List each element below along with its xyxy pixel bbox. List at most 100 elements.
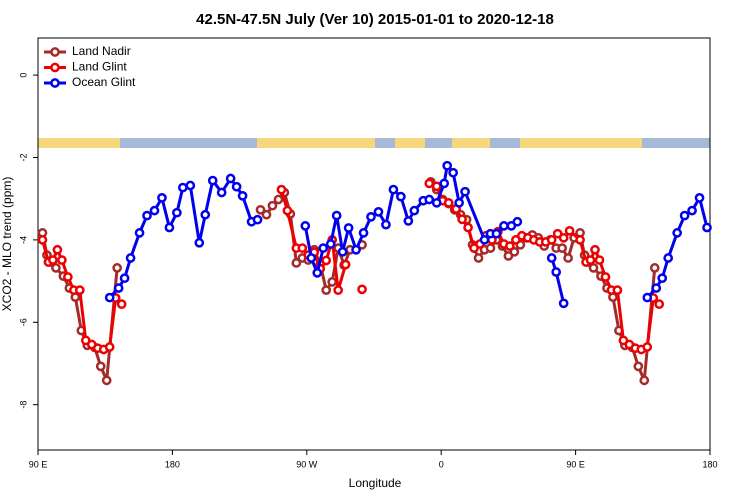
data-point xyxy=(558,232,569,243)
x-tick-label: 90 E xyxy=(566,459,585,469)
data-point xyxy=(443,197,454,208)
data-point xyxy=(594,255,605,265)
data-point xyxy=(282,205,293,216)
data-point xyxy=(333,285,344,295)
y-tick-label: -6 xyxy=(18,318,28,326)
strip-land xyxy=(520,138,642,148)
data-point xyxy=(101,375,112,386)
data-point xyxy=(575,235,585,245)
surface-strip xyxy=(38,138,710,148)
data-point xyxy=(291,258,302,268)
data-point xyxy=(672,228,682,238)
data-point xyxy=(563,253,573,263)
data-point xyxy=(207,175,218,186)
data-point xyxy=(512,216,523,227)
data-point xyxy=(642,342,653,352)
y-tick-label: -8 xyxy=(18,401,28,409)
x-tick-label: 0 xyxy=(439,459,444,469)
data-point xyxy=(267,200,278,211)
data-point xyxy=(225,173,236,184)
data-point xyxy=(557,243,568,253)
data-point xyxy=(505,241,515,251)
data-point xyxy=(231,181,242,192)
data-point xyxy=(424,178,435,189)
data-point xyxy=(327,277,338,287)
data-point xyxy=(52,244,63,255)
data-point xyxy=(149,205,160,216)
series-line xyxy=(41,180,657,382)
data-point xyxy=(463,222,473,233)
data-point xyxy=(157,193,167,203)
data-point xyxy=(312,267,323,278)
y-axis-label: XCO2 - MLO trend (ppm) xyxy=(0,177,14,312)
data-point xyxy=(331,210,342,221)
data-point xyxy=(546,253,557,263)
data-point xyxy=(409,205,420,216)
data-point xyxy=(237,190,248,201)
strip-land xyxy=(452,138,490,148)
data-point xyxy=(612,285,623,295)
data-point xyxy=(37,235,48,245)
data-point xyxy=(358,228,369,238)
data-point xyxy=(200,209,211,220)
data-point xyxy=(396,191,406,202)
data-point xyxy=(343,223,354,233)
data-point xyxy=(116,299,127,310)
data-point xyxy=(104,342,115,352)
data-point xyxy=(164,222,175,233)
x-axis-label: Longitude xyxy=(349,476,402,490)
data-point xyxy=(439,178,450,189)
data-point xyxy=(273,194,284,205)
data-point xyxy=(95,361,106,372)
legend-marker xyxy=(50,62,60,73)
data-point xyxy=(588,263,599,273)
data-point xyxy=(590,244,600,255)
data-point xyxy=(142,210,152,221)
y-tick-label: -2 xyxy=(18,153,28,161)
data-point xyxy=(663,253,674,263)
data-point xyxy=(558,298,569,309)
strip-land xyxy=(395,138,425,148)
plot-frame xyxy=(37,37,711,451)
data-point xyxy=(479,235,490,245)
data-point xyxy=(491,228,502,239)
data-point xyxy=(373,207,384,217)
data-point xyxy=(300,221,311,231)
data-point xyxy=(546,235,557,245)
data-point xyxy=(318,243,329,253)
data-point xyxy=(178,182,188,193)
legend-marker xyxy=(50,78,60,88)
series-line xyxy=(108,164,709,304)
data-point xyxy=(499,221,509,231)
data-point xyxy=(321,255,332,266)
data-point xyxy=(172,207,182,218)
data-point xyxy=(454,197,464,208)
strip-land xyxy=(38,138,120,148)
data-point xyxy=(431,197,442,208)
legend-label: Land Nadir xyxy=(72,44,131,58)
data-point xyxy=(694,193,705,203)
data-point xyxy=(194,237,205,248)
legend-label: Ocean Glint xyxy=(72,75,136,89)
data-point xyxy=(642,292,653,303)
data-point xyxy=(431,181,442,192)
data-point xyxy=(473,253,484,263)
chart-title: 42.5N-47.5N July (Ver 10) 2015-01-01 to … xyxy=(196,11,554,28)
data-point xyxy=(74,285,85,295)
data-point xyxy=(261,209,272,220)
data-point xyxy=(351,244,361,255)
data-point xyxy=(424,194,435,205)
legend-marker xyxy=(50,47,60,57)
data-point xyxy=(551,267,562,277)
data-point xyxy=(649,263,660,273)
x-tick-label: 90 W xyxy=(296,459,318,469)
data-point xyxy=(104,292,115,303)
data-point xyxy=(337,246,348,257)
data-point xyxy=(357,284,367,295)
data-point xyxy=(633,361,644,372)
data-point xyxy=(448,167,458,178)
data-point xyxy=(485,243,496,253)
strip-land xyxy=(257,138,375,148)
data-point xyxy=(119,273,130,284)
legend-label: Land Glint xyxy=(72,60,127,74)
